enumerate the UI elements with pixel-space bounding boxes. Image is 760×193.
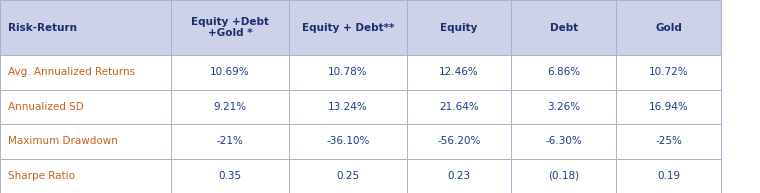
Bar [511, 55, 616, 90]
Bar [616, 0, 721, 55]
Text: 10.72%: 10.72% [649, 67, 689, 77]
Bar [171, 158, 289, 193]
Text: 10.78%: 10.78% [328, 67, 368, 77]
Text: Sharpe Ratio: Sharpe Ratio [8, 171, 74, 181]
Text: Equity: Equity [440, 23, 478, 32]
Text: 3.26%: 3.26% [547, 102, 581, 112]
Bar [289, 90, 407, 124]
Text: 0.35: 0.35 [218, 171, 242, 181]
Text: Gold: Gold [655, 23, 682, 32]
Bar [289, 124, 407, 158]
Bar [0, 158, 171, 193]
Text: -56.20%: -56.20% [437, 136, 481, 146]
Bar [171, 124, 289, 158]
Text: -36.10%: -36.10% [326, 136, 369, 146]
Bar [0, 0, 171, 55]
Text: 0.25: 0.25 [336, 171, 359, 181]
Text: 10.69%: 10.69% [210, 67, 250, 77]
Bar [0, 90, 171, 124]
Bar [511, 124, 616, 158]
Text: -25%: -25% [655, 136, 682, 146]
Text: 0.19: 0.19 [657, 171, 680, 181]
Text: 21.64%: 21.64% [439, 102, 479, 112]
Bar [289, 0, 407, 55]
Bar [171, 55, 289, 90]
Text: Equity +Debt
+Gold *: Equity +Debt +Gold * [191, 17, 269, 38]
Bar [511, 90, 616, 124]
Bar [616, 124, 721, 158]
Text: Risk-Return: Risk-Return [8, 23, 77, 32]
Text: 13.24%: 13.24% [328, 102, 368, 112]
Text: Debt: Debt [549, 23, 578, 32]
Bar [407, 124, 511, 158]
Bar [407, 90, 511, 124]
Bar [616, 158, 721, 193]
Bar [289, 158, 407, 193]
Text: 12.46%: 12.46% [439, 67, 479, 77]
Text: Maximum Drawdown: Maximum Drawdown [8, 136, 118, 146]
Bar [616, 90, 721, 124]
Text: Avg. Annualized Returns: Avg. Annualized Returns [8, 67, 135, 77]
Bar [616, 55, 721, 90]
Text: 6.86%: 6.86% [547, 67, 581, 77]
Text: (0.18): (0.18) [549, 171, 579, 181]
Text: -21%: -21% [217, 136, 243, 146]
Text: -6.30%: -6.30% [546, 136, 582, 146]
Bar [407, 0, 511, 55]
Bar [0, 124, 171, 158]
Text: 0.23: 0.23 [448, 171, 470, 181]
Bar [511, 0, 616, 55]
Bar [407, 158, 511, 193]
Text: Equity + Debt**: Equity + Debt** [302, 23, 394, 32]
Text: 16.94%: 16.94% [649, 102, 689, 112]
Bar [511, 158, 616, 193]
Bar [407, 55, 511, 90]
Bar [289, 55, 407, 90]
Text: Annualized SD: Annualized SD [8, 102, 84, 112]
Text: 9.21%: 9.21% [214, 102, 246, 112]
Bar [171, 0, 289, 55]
Bar [171, 90, 289, 124]
Bar [0, 55, 171, 90]
